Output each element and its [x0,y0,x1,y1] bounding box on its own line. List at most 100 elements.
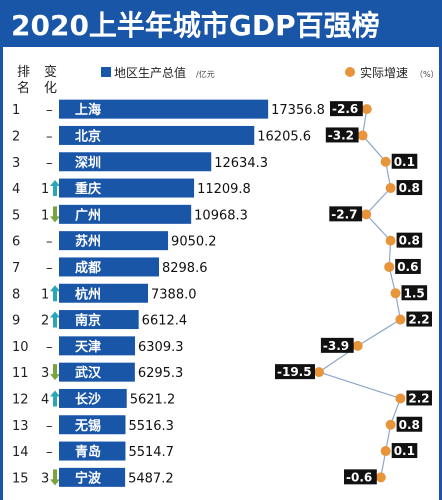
growth-label-text: 0.6 [397,260,418,274]
change-header-1: 变 [44,64,57,80]
change-label: – [46,103,53,118]
gdp-bar [59,441,126,461]
growth-value-label: 0.8 [396,416,423,432]
growth-legend-dot [345,67,355,77]
growth-legend-label: 实际增速 [360,65,408,80]
growth-value-label: 1.5 [401,285,428,301]
growth-label-bg [325,127,359,143]
gdp-bar [59,99,269,119]
growth-label-text: -0.6 [346,470,372,484]
gdp-value-label: 9050.2 [171,235,217,250]
growth-label-bg [391,153,418,169]
city-label: 上海 [75,102,101,118]
growth-value-label: -2.6 [330,101,363,117]
gdp-bar [59,257,159,277]
growth-line-layer [314,104,406,483]
growth-point [361,104,372,115]
gdp-bar [59,231,169,251]
change-label: – [46,340,53,355]
change-label: 4 [41,392,49,407]
gdp-bar [59,336,136,356]
gdp-value-label: 7388.0 [151,287,197,302]
gdp-value-label: 8298.6 [162,261,208,276]
change-label: – [46,419,53,434]
rank-label: 12 [12,392,29,407]
gdp-bar [59,388,127,408]
growth-point [357,130,368,141]
arrow-up-icon [50,180,60,197]
rank-label: 9 [12,314,20,329]
growth-point [380,156,391,167]
rank-label: 7 [12,261,20,276]
growth-point [390,288,401,299]
gdp-bar [59,415,126,435]
city-label: 重庆 [75,181,101,197]
growth-value-label: 2.2 [406,390,432,406]
gdp-legend-label: 地区生产总值 [114,65,186,80]
rank-label: 10 [12,340,29,355]
gdp-value-label: 10968.3 [194,208,248,223]
change-label: 1 [41,182,49,197]
arrow-down-icon [50,206,60,223]
growth-label-bg [396,416,423,432]
growth-label-text: 0.8 [399,418,420,432]
growth-value-label: 0.1 [391,443,418,459]
growth-value-label: 0.8 [396,232,423,248]
arrow-down-icon [50,469,60,486]
growth-label-text: 0.8 [399,234,420,248]
change-label: – [46,445,53,460]
rank-label: 13 [12,419,29,434]
growth-label-text: 2.2 [408,391,429,405]
growth-value-label: -19.5 [275,364,315,380]
gdp-value-label: 16205.6 [257,129,311,144]
growth-label-bg [401,285,428,301]
growth-point [314,367,324,378]
gdp-legend-unit: /亿元 [196,69,215,79]
growth-label-layer: -2.6 -3.2 0.1 0.8 -2.7 0.8 0.6 1.5 2.2 -3.9 -19.5 2… [275,101,432,485]
gdp-value-label: 6612.4 [142,314,188,329]
city-label: 长沙 [75,391,101,407]
growth-label-bg [330,101,363,117]
growth-value-label: -3.2 [325,127,359,143]
growth-point [352,340,363,351]
ranking-chart: 排 名 变 化 地区生产总值 /亿元 实际增速 （%） 1 – 上海 17356.8 2… [12,64,439,487]
gdp-value-label: 17356.8 [271,103,325,118]
gdp-bar [59,283,149,303]
rank-label: 3 [12,156,20,171]
growth-point [380,446,391,457]
rank-header-2: 名 [17,80,30,96]
city-label: 成都 [75,260,101,276]
growth-value-label: -0.6 [344,469,377,485]
growth-label-bg [396,180,423,196]
city-label: 天津 [75,339,101,355]
arrow-up-icon [50,285,60,302]
growth-label-text: 0.1 [394,155,415,169]
rank-label: 4 [12,182,20,197]
change-label: 1 [41,208,49,223]
growth-label-text: -3.2 [328,128,354,142]
growth-label-text: 1.5 [404,286,425,300]
arrow-down-icon [50,364,60,381]
city-label: 广州 [75,207,101,223]
rank-label: 8 [12,287,20,302]
growth-value-label: -3.9 [320,337,354,353]
growth-label-bg [329,206,363,222]
growth-legend-unit: （%） [415,70,439,79]
change-label: – [46,235,53,250]
rank-label: 5 [12,208,20,223]
growth-label-bg [406,311,432,327]
growth-value-label: 0.6 [395,258,421,274]
growth-point [384,261,395,272]
growth-label-text: 0.8 [399,181,420,195]
change-label: – [46,156,53,171]
growth-point [361,209,372,220]
change-label: – [46,129,53,144]
city-label: 宁波 [75,470,102,486]
rank-label: 6 [12,235,20,250]
gdp-value-label: 5514.7 [128,445,174,460]
city-label: 杭州 [75,286,101,302]
growth-label-bg [275,364,315,380]
gdp-value-label: 11209.8 [197,182,251,197]
city-label: 北京 [75,128,101,144]
gdp-bar [59,204,192,224]
